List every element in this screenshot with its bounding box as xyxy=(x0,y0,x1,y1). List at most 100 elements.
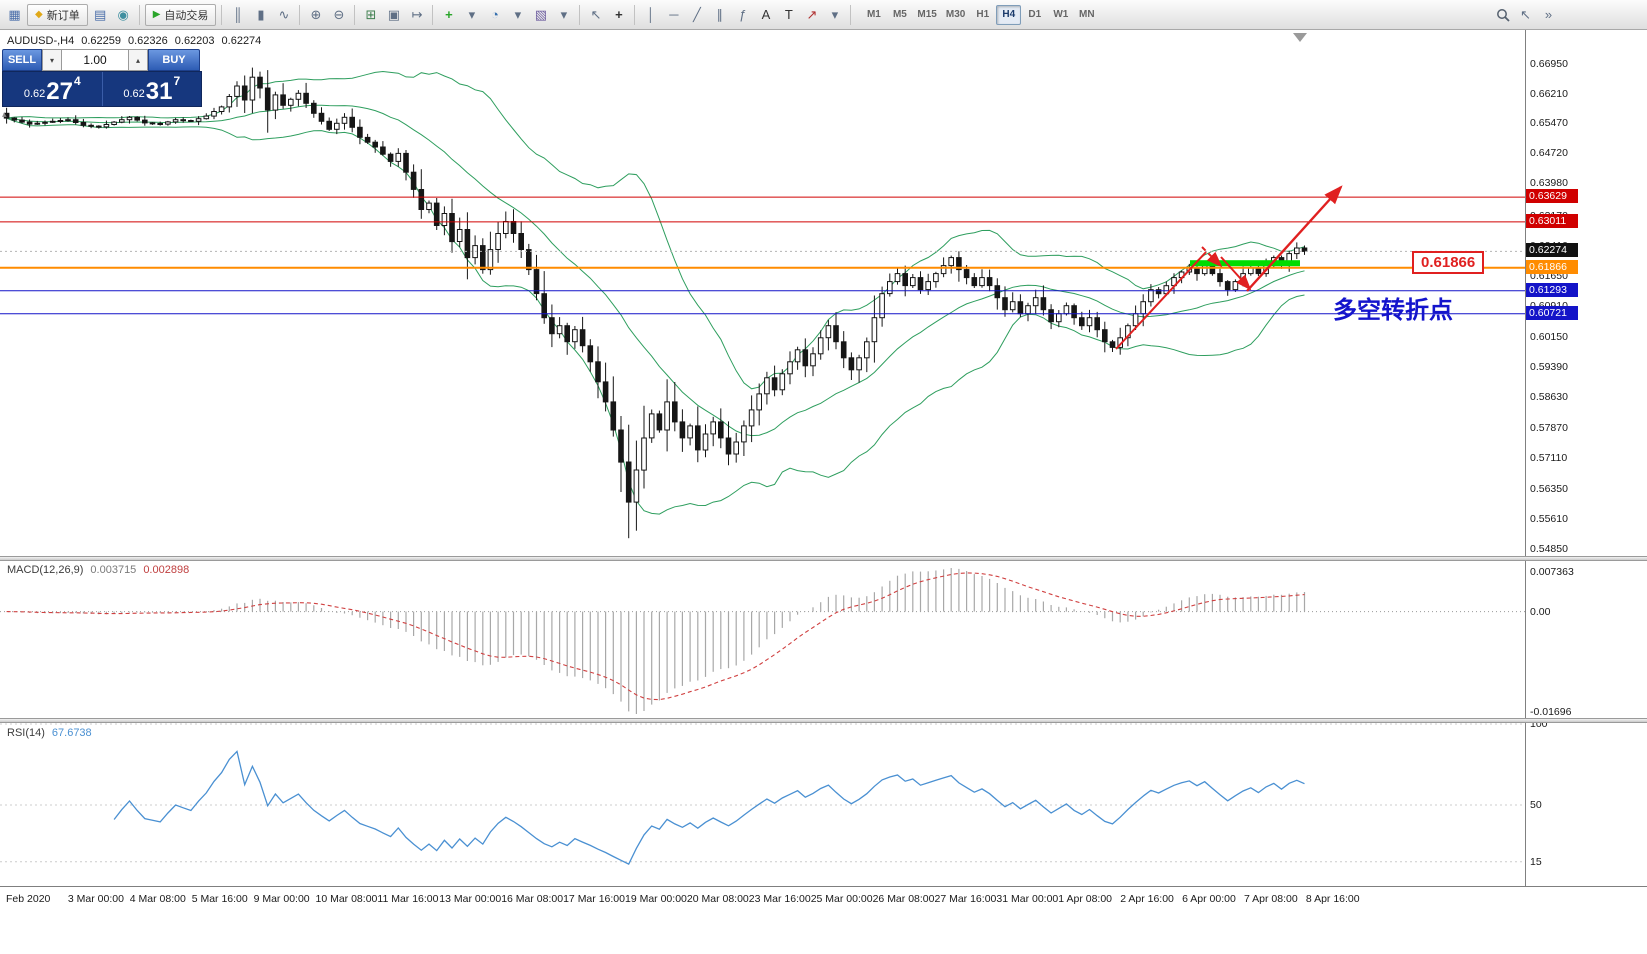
price-axis-label: 0.59390 xyxy=(1530,361,1568,374)
time-axis-label: 31 Mar 00:00 xyxy=(996,893,1059,905)
timeframe-h1[interactable]: H1 xyxy=(976,9,990,20)
sell-button[interactable]: SELL xyxy=(2,49,42,71)
bid-price-tag: 0.62274 xyxy=(1526,243,1578,258)
price-axis-label: 0.63980 xyxy=(1530,177,1568,190)
auto-arrange-icon[interactable]: ▣ xyxy=(387,6,401,22)
autotrading-button-label: 自动交易 xyxy=(164,9,209,22)
candlestick-chart-icon[interactable]: ▮ xyxy=(257,6,265,22)
buy-button[interactable]: BUY xyxy=(148,49,200,71)
volume-up-button[interactable]: ▴ xyxy=(128,49,148,71)
annotations[interactable] xyxy=(1115,185,1343,350)
timeframe-d1[interactable]: D1 xyxy=(1028,9,1042,20)
tile-windows-icon[interactable]: ⊞ xyxy=(365,6,377,22)
new-chart-icon[interactable]: ▦ xyxy=(8,6,21,22)
buy-price[interactable]: 0.62 31 7 xyxy=(101,72,202,106)
sell-price-big: 27 xyxy=(46,78,73,106)
toolbar-separator xyxy=(354,4,356,25)
timeframe-h4[interactable]: H4 xyxy=(996,4,1022,25)
chart-shift-icon[interactable]: ↦ xyxy=(411,6,423,22)
indicators-dropdown-icon[interactable]: ▾ xyxy=(468,6,476,22)
oneclick-collapse-icon[interactable]: ▴ xyxy=(2,109,7,119)
macd-axis-label: 0.007363 xyxy=(1530,566,1574,578)
toolbar-separator xyxy=(221,4,223,25)
time-axis-label: 16 Mar 08:00 xyxy=(501,893,564,905)
crosshair-icon[interactable]: + xyxy=(615,7,623,22)
time-axis-label: 26 Mar 08:00 xyxy=(872,893,935,905)
buy-price-prefix: 0.62 xyxy=(123,88,145,100)
time-axis-label: 1 Apr 08:00 xyxy=(1058,893,1113,905)
timeframe-m1[interactable]: M1 xyxy=(866,9,881,20)
price-axis-label: 0.66210 xyxy=(1530,87,1568,100)
rsi-label: RSI(14) 67.6738 xyxy=(7,727,92,739)
periods-icon[interactable]: ◔ xyxy=(490,7,499,22)
vertical-line-icon[interactable]: │ xyxy=(646,7,655,22)
horizontal-line-icon[interactable]: ─ xyxy=(669,7,679,22)
new-order-button-glyph: ◆ xyxy=(35,9,43,20)
autotrading-button-glyph: ▶ xyxy=(152,9,161,20)
zoom-in-icon[interactable]: ⊕ xyxy=(310,6,322,22)
time-axis-label: 9 Mar 00:00 xyxy=(253,893,310,905)
time-axis-label: 4 Mar 08:00 xyxy=(129,893,186,905)
timeframe-m30[interactable]: M30 xyxy=(945,9,966,20)
price-line-tag: 0.60721 xyxy=(1526,305,1578,320)
templates-dropdown-icon[interactable]: ▾ xyxy=(560,6,568,22)
toolbar-separator xyxy=(579,4,581,25)
trend-arrow xyxy=(1246,185,1343,292)
autotrading-button[interactable]: ▶ 自动交易 xyxy=(144,3,217,26)
channel-icon[interactable]: ∥ xyxy=(716,6,724,22)
horizontal-lines[interactable] xyxy=(0,33,1525,315)
time-axis-label: 20 Mar 08:00 xyxy=(686,893,749,905)
time-axis-label: 5 Mar 16:00 xyxy=(191,893,248,905)
arrows-tool-icon[interactable]: ↗ xyxy=(806,6,818,22)
text-icon[interactable]: A xyxy=(761,7,771,22)
trendline-icon[interactable]: ╱ xyxy=(692,6,701,22)
panel-separator[interactable] xyxy=(0,556,1647,561)
timeframe-w1[interactable]: W1 xyxy=(1053,9,1069,20)
macd-indicator xyxy=(0,568,1525,714)
arrows-dropdown-icon[interactable]: ▾ xyxy=(831,6,839,22)
price-line-tag: 0.63011 xyxy=(1526,213,1578,228)
macd-label: MACD(12,26,9) 0.003715 0.002898 xyxy=(7,564,189,576)
market-watch-icon[interactable]: ◉ xyxy=(117,6,129,22)
timeframe-m5[interactable]: M5 xyxy=(892,9,907,20)
price-axis[interactable] xyxy=(1525,30,1647,886)
fibonacci-icon[interactable]: ƒ xyxy=(739,7,747,22)
sell-price[interactable]: 0.62 27 4 xyxy=(3,72,102,106)
more-icon[interactable]: » xyxy=(1544,7,1553,22)
price-axis-label: 0.54850 xyxy=(1530,543,1568,555)
volume-down-button[interactable]: ▾ xyxy=(42,49,62,71)
price-annotation-box[interactable]: 0.61866 xyxy=(1412,251,1485,274)
pointer-icon[interactable]: ↖ xyxy=(1520,6,1531,22)
time-axis-label: 8 Apr 16:00 xyxy=(1305,893,1360,905)
timeframe-m15[interactable]: M15 xyxy=(917,9,937,20)
toolbar: ▦ ◆ 新订单 ▤ ◉ ▶ 自动交易 ║ ▮ ∿ ⊕ ⊖ ⊞ ▣ ↦ + ▾ ◔ ▾ ▧ ▾ ↖ + │ ─ ╱ ∥ ƒ A T ↗ ▾ M1 M… xyxy=(0,0,1647,30)
periods-dropdown-icon[interactable]: ▾ xyxy=(514,6,522,22)
templates-icon[interactable]: ▧ xyxy=(534,6,548,22)
toolbar-separator xyxy=(432,4,434,25)
timeframe-group: M1 M5 M15 M30 H1 H4 D1 W1 MN xyxy=(861,4,1099,25)
indicators-add-icon[interactable]: + xyxy=(445,7,453,22)
label-icon[interactable]: T xyxy=(784,7,793,22)
time-axis-label: 11 Mar 16:00 xyxy=(377,893,439,905)
buy-price-big: 31 xyxy=(145,78,173,106)
profiles-icon[interactable]: ▤ xyxy=(94,6,107,22)
bollinger-bands xyxy=(6,70,1305,515)
zoom-out-icon[interactable]: ⊖ xyxy=(333,6,345,22)
line-chart-icon[interactable]: ∿ xyxy=(278,6,290,22)
time-axis[interactable]: Feb 2020 3 Mar 00:00 4 Mar 08:00 5 Mar 16:0… xyxy=(0,886,1647,954)
cursor-icon[interactable]: ↖ xyxy=(590,6,602,22)
rsi-indicator xyxy=(0,723,1525,865)
panel-separator[interactable] xyxy=(0,718,1647,723)
new-order-button[interactable]: ◆ 新订单 xyxy=(27,3,88,26)
chart-canvas[interactable] xyxy=(0,30,1525,886)
volume-input[interactable] xyxy=(62,49,128,71)
toolbar-separator xyxy=(138,4,140,25)
toolbar-right-group: ↖» xyxy=(1491,4,1560,26)
search-icon[interactable] xyxy=(1491,4,1514,26)
macd-name: MACD(12,26,9) xyxy=(7,564,84,576)
macd-signal-value: 0.002898 xyxy=(143,564,190,576)
candles xyxy=(3,67,1308,539)
ohlc-low: 0.62203 xyxy=(174,35,215,47)
bar-chart-icon[interactable]: ║ xyxy=(233,7,243,22)
timeframe-mn[interactable]: MN xyxy=(1079,9,1095,20)
